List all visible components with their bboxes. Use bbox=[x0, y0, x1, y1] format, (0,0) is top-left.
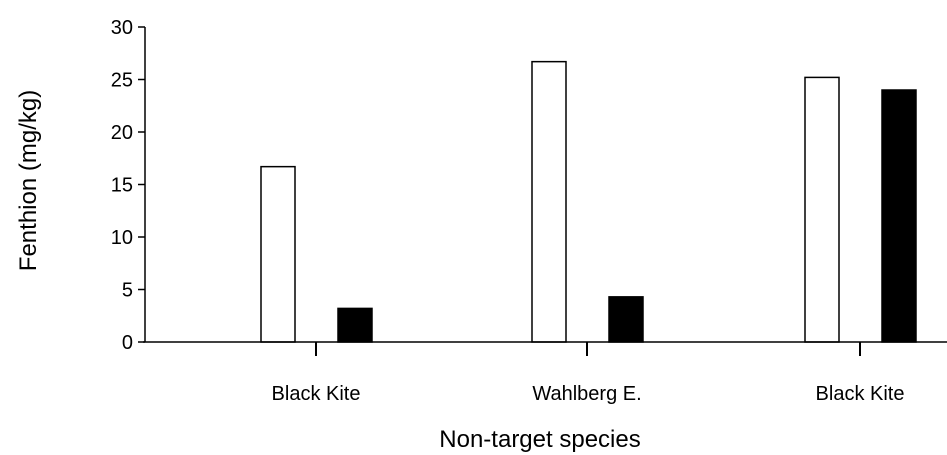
y-tick-label: 0 bbox=[122, 332, 133, 354]
bar-series-1-3 bbox=[804, 76, 840, 343]
bar-series-2-3 bbox=[881, 89, 917, 343]
bar-series-2-1 bbox=[337, 307, 373, 343]
y-tick-label: 5 bbox=[122, 280, 133, 302]
x-category-label: Wahlberg E. bbox=[532, 383, 641, 405]
bars-layer bbox=[260, 60, 917, 343]
y-tick-label: 30 bbox=[111, 17, 133, 39]
y-tick-label: 15 bbox=[111, 175, 133, 197]
x-axis-title: Non-target species bbox=[439, 426, 640, 453]
x-category-label: Black Kite bbox=[272, 383, 361, 405]
bar-series-2-2 bbox=[608, 296, 644, 343]
y-tick-label: 20 bbox=[111, 122, 133, 144]
y-tick-label: 25 bbox=[111, 70, 133, 92]
y-axis-title: Fenthion (mg/kg) bbox=[15, 90, 42, 271]
y-ticks-layer: 0 5 10 15 20 25 30 bbox=[111, 17, 145, 354]
x-ticks-layer: Black Kite Wahlberg E. Black Kite bbox=[272, 342, 905, 405]
y-tick-label: 10 bbox=[111, 227, 133, 249]
bar-series-1-1 bbox=[260, 165, 296, 343]
x-category-label: Black Kite bbox=[816, 383, 905, 405]
bar-series-1-2 bbox=[531, 60, 567, 343]
